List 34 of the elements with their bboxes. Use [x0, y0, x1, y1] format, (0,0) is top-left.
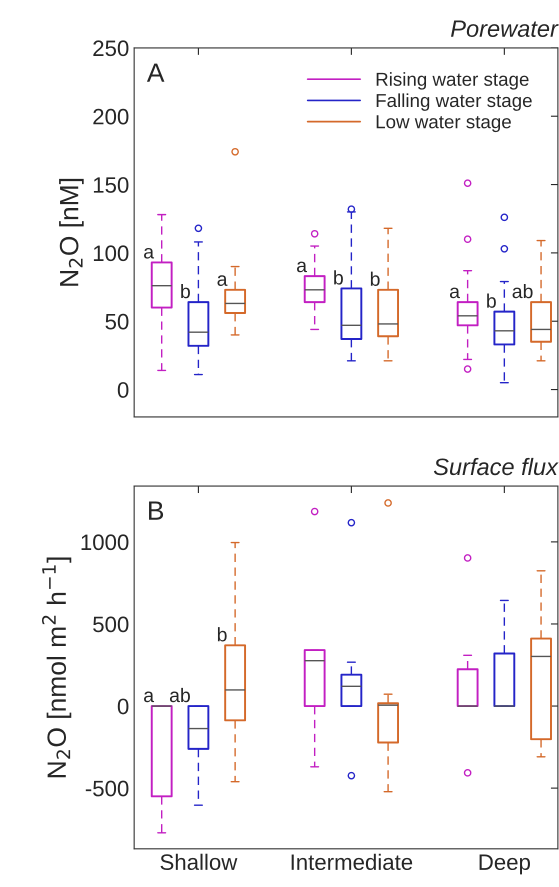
text: a	[144, 692, 154, 702]
y-axis-title: N$_{2}$O [nmol m$^{2}$ h$^{−1}$]	[42, 557, 72, 778]
y-tick-label: 0	[118, 698, 128, 714]
text: b	[181, 284, 190, 298]
annotation: B	[149, 502, 164, 520]
text: b	[370, 272, 380, 286]
chart-title: Porewater	[451, 20, 559, 38]
text: a	[297, 262, 308, 272]
x-tick-label: Shallow	[160, 854, 238, 870]
text: ab	[170, 688, 190, 702]
text: a	[144, 248, 154, 259]
y-tick-label: 150	[94, 177, 128, 193]
y-tick-label: 250	[93, 40, 128, 56]
y-tick-label: 100	[94, 245, 128, 262]
text: b	[334, 270, 343, 285]
y-axis-title: N$_{2}$O [nM]	[59, 178, 84, 286]
y-tick-label: 200	[93, 108, 128, 124]
text: b	[218, 627, 227, 642]
text: ab	[512, 284, 533, 298]
legend-label: Falling water stage	[376, 93, 532, 111]
y-tick-label: 1000	[82, 534, 128, 550]
chart-title: Surface flux	[434, 458, 559, 476]
y-tick-label: -500	[86, 780, 128, 796]
text: b	[487, 294, 496, 308]
x-tick-label: Intermediate	[292, 854, 412, 870]
x-tick-label: Deep	[480, 854, 530, 874]
legend-label: Low water stage	[376, 115, 511, 132]
text: a	[217, 275, 228, 286]
y-tick-label: 500	[93, 616, 128, 632]
text: a	[450, 288, 460, 298]
y-tick-label: 0	[118, 382, 128, 398]
y-tick-label: 50	[105, 314, 128, 330]
annotation: A	[146, 64, 164, 82]
legend-label: Rising water stage	[376, 72, 529, 90]
